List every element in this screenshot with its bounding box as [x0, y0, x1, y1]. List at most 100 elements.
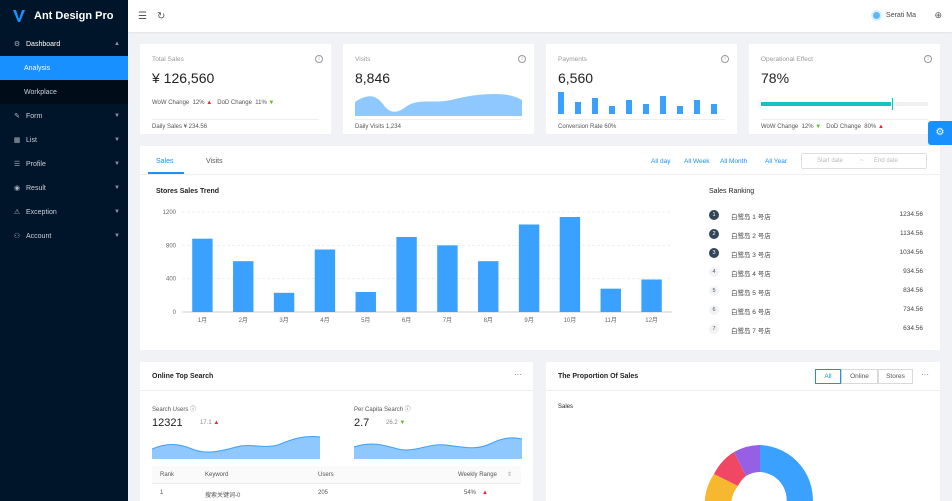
bar[interactable]	[559, 217, 581, 312]
donut-slice	[704, 474, 738, 501]
start-date-input[interactable]: Start date	[817, 158, 844, 164]
donut-slice	[714, 452, 746, 486]
menu-profile[interactable]: ☰ Profile ▼	[0, 152, 128, 176]
store-sales: 1134.56	[899, 230, 923, 237]
menu-analysis-label: Analysis	[24, 64, 51, 72]
proportion-title: The Proportion Of Sales	[558, 373, 639, 380]
caret-down-icon: ▼	[399, 420, 406, 426]
tab-sales[interactable]: Sales	[156, 158, 174, 165]
sales-bar-chart: 0 400 800 1200 1月 2月 3月 4月 5月 6月 7月 8月 9月 10月 11月 12月	[163, 210, 672, 324]
bar[interactable]	[233, 261, 254, 312]
menu-account[interactable]: ⚇ Account ▼	[0, 224, 128, 248]
bar[interactable]	[314, 249, 336, 313]
segment-stores[interactable]: Stores	[878, 369, 913, 384]
proportion-subtitle: Sales	[558, 404, 574, 410]
menu-fold-icon[interactable]: ☰	[138, 10, 147, 22]
search-table-header: Rank Keyword Users Weekly Range ⇕	[152, 466, 521, 484]
payments-value: 6,560	[558, 70, 594, 86]
row-users: 205	[318, 490, 329, 496]
col-users[interactable]: Users	[318, 472, 334, 478]
effect-trends: WoW Change 12% ▼ DoD Change 80% ▲	[761, 119, 928, 130]
user-menu[interactable]: Serati Ma	[871, 10, 916, 21]
chevron-up-icon: ▲	[114, 41, 120, 47]
range-all-day[interactable]: All day	[651, 158, 671, 165]
range-all-year[interactable]: All Year	[765, 158, 788, 165]
bar[interactable]	[396, 237, 417, 312]
end-date-input[interactable]: End date	[874, 158, 899, 164]
menu-dashboard[interactable]: ⚙ Dashboard ▲	[0, 32, 128, 56]
info-icon[interactable]: ⓘ	[404, 407, 411, 413]
y-tick-label: 1200	[163, 210, 177, 216]
row-keyword[interactable]: 搜索关键词-0	[205, 493, 241, 499]
wow-label: WoW Change	[152, 100, 190, 106]
info-icon[interactable]: i	[924, 55, 932, 63]
mini-bar	[660, 96, 666, 114]
info-icon[interactable]: ⓘ	[190, 407, 197, 413]
effect-progress-fill	[761, 102, 892, 106]
range-all-week[interactable]: All Week	[684, 158, 710, 165]
settings-drawer-button[interactable]: ⚙	[928, 121, 952, 145]
x-tick-label: 12月	[645, 317, 658, 324]
sort-icon[interactable]: ⇕	[507, 472, 513, 478]
menu-dashboard-label: Dashboard	[26, 40, 61, 48]
check-circle-icon: ◉	[13, 185, 21, 192]
info-icon[interactable]: i	[721, 55, 729, 63]
segment-all[interactable]: All	[815, 369, 841, 384]
menu-list[interactable]: ▦ List ▼	[0, 128, 128, 152]
info-icon[interactable]: i	[518, 55, 526, 63]
bar[interactable]	[437, 245, 458, 312]
menu-form[interactable]: ✎ Form ▼	[0, 104, 128, 128]
reload-icon[interactable]: ↻	[156, 10, 166, 22]
globe-icon[interactable]: ⊕	[934, 10, 942, 20]
col-keyword: Keyword	[205, 472, 229, 478]
x-tick-label: 3月	[279, 317, 288, 324]
menu-workplace[interactable]: Workplace	[0, 80, 128, 104]
bar[interactable]	[355, 292, 376, 312]
row-range: 54%	[464, 490, 477, 496]
dod-value: 80%	[864, 124, 877, 130]
x-tick-label: 4月	[320, 317, 329, 324]
logo[interactable]: Ant Design Pro	[0, 0, 128, 32]
rank-badge: 7	[709, 324, 719, 334]
bar[interactable]	[518, 224, 540, 313]
menu-analysis[interactable]: Analysis	[0, 56, 128, 80]
search-users-area-chart	[152, 436, 320, 459]
dod-label: DoD Change	[217, 100, 252, 106]
chevron-down-icon: ▼	[114, 209, 120, 215]
search-users-label-row: Search Users ⓘ	[152, 404, 196, 413]
per-capita-area-chart	[354, 437, 522, 459]
menu-exception[interactable]: ⚠ Exception ▼	[0, 200, 128, 224]
payments-card: Payments i 6,560 Conversion Rate 60%	[546, 44, 737, 134]
user-icon: ⚇	[13, 233, 21, 240]
bar[interactable]	[273, 292, 295, 312]
search-users-value: 12321	[152, 417, 183, 429]
caret-up-icon: ▲	[213, 420, 220, 426]
x-tick-label: 5月	[361, 317, 370, 324]
chevron-down-icon: ▼	[114, 161, 120, 167]
dod-label: DoD Change	[826, 124, 861, 130]
info-icon[interactable]: i	[315, 55, 323, 63]
store-sales: 1034.56	[899, 249, 924, 256]
range-all-month[interactable]: All Month	[720, 158, 748, 165]
col-weekly-range[interactable]: Weekly Range	[458, 472, 497, 478]
more-icon[interactable]: ···	[514, 370, 522, 379]
menu-workplace-label: Workplace	[24, 88, 57, 96]
tab-divider	[140, 174, 940, 175]
header: ☰ ↻ Serati Ma ⊕	[128, 0, 952, 32]
date-range-picker[interactable]: Start date ~ End date	[801, 153, 927, 169]
conversion-rate: Conversion Rate 60%	[558, 119, 725, 130]
bar[interactable]	[192, 238, 213, 312]
menu-result[interactable]: ◉ Result ▼	[0, 176, 128, 200]
bar[interactable]	[478, 261, 499, 312]
caret-down-icon: ▼	[815, 124, 822, 130]
bar[interactable]	[641, 279, 662, 313]
donut-slice	[734, 445, 760, 476]
bar[interactable]	[600, 288, 621, 312]
segment-online[interactable]: Online	[841, 369, 878, 384]
chevron-down-icon: ▼	[114, 113, 120, 119]
tab-visits[interactable]: Visits	[206, 158, 223, 165]
menu-profile-label: Profile	[26, 160, 46, 168]
more-icon[interactable]: ···	[921, 370, 929, 379]
area-line	[354, 437, 522, 451]
dashboard-icon: ⚙	[13, 41, 21, 48]
